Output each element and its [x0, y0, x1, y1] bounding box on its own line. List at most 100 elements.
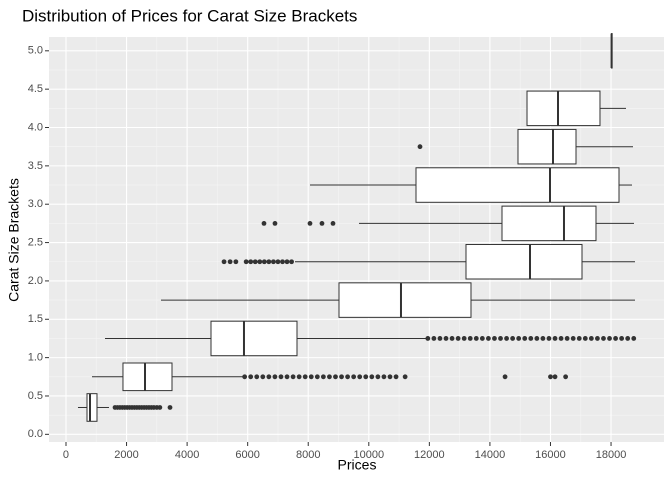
outlier	[504, 336, 509, 341]
outlier	[254, 374, 260, 380]
outlier	[319, 220, 325, 226]
outlier	[248, 374, 254, 380]
y-tick-label: 4.5	[28, 83, 43, 95]
x-tick-label: 4000	[175, 449, 199, 461]
outlier	[607, 336, 612, 341]
outlier	[473, 336, 479, 341]
outlier	[534, 336, 540, 341]
x-axis-title: Prices	[338, 457, 377, 473]
outlier	[492, 336, 497, 341]
outlier	[449, 336, 455, 341]
box	[415, 167, 620, 203]
outlier	[284, 259, 290, 265]
outlier	[461, 336, 467, 341]
outlier	[167, 405, 173, 410]
outlier	[278, 374, 284, 380]
outlier	[502, 374, 508, 380]
outlier	[510, 336, 516, 341]
outlier	[266, 259, 272, 265]
outlier	[307, 220, 313, 226]
outlier	[548, 374, 553, 380]
box	[86, 393, 98, 422]
outlier	[381, 374, 387, 380]
outlier	[528, 336, 534, 341]
outlier	[631, 336, 637, 341]
outlier	[261, 220, 267, 226]
outlier	[498, 336, 503, 341]
outlier	[558, 336, 564, 341]
outlier	[431, 336, 437, 341]
outlier	[425, 336, 431, 341]
box	[517, 128, 577, 165]
outlier	[393, 374, 399, 380]
outlier	[619, 336, 625, 341]
outlier	[221, 259, 227, 265]
outlier	[266, 374, 272, 380]
y-tick-label: 1.0	[28, 352, 43, 364]
outlier	[289, 259, 294, 265]
outlier	[327, 374, 332, 380]
outlier	[588, 336, 594, 341]
outlier	[625, 336, 631, 341]
outlier	[308, 374, 314, 380]
outlier	[582, 336, 588, 341]
outlier	[540, 336, 546, 341]
outlier	[479, 336, 485, 341]
x-tick-label: 8000	[296, 449, 320, 461]
outlier	[243, 259, 249, 265]
outlier	[563, 374, 569, 380]
outlier	[467, 336, 473, 341]
outlier	[369, 374, 375, 380]
x-tick-label: 0	[63, 449, 69, 461]
outlier	[280, 259, 285, 265]
outlier	[417, 144, 423, 150]
outlier	[339, 374, 344, 380]
box	[122, 362, 173, 392]
outlier	[576, 336, 582, 341]
outlier	[613, 336, 618, 341]
x-tick-label: 12000	[414, 449, 445, 461]
outlier	[275, 259, 281, 265]
y-tick-label: 0.5	[28, 390, 43, 402]
outlier	[272, 220, 278, 226]
outlier	[242, 374, 248, 380]
outlier	[516, 336, 522, 341]
outlier	[363, 374, 369, 380]
outlier	[486, 336, 491, 341]
y-tick-label: 3.0	[28, 198, 43, 210]
outlier	[564, 336, 570, 341]
outlier	[345, 374, 350, 380]
y-tick-label: 0.0	[28, 428, 43, 440]
outlier	[351, 374, 357, 380]
x-tick-label: 6000	[235, 449, 259, 461]
chart-title: Distribution of Prices for Carat Size Br…	[22, 6, 357, 25]
outlier	[284, 374, 290, 380]
y-tick-label: 3.5	[28, 160, 43, 172]
outlier	[320, 374, 326, 380]
outlier	[552, 336, 558, 341]
box	[210, 320, 298, 357]
outlier	[330, 220, 336, 226]
outlier	[261, 259, 267, 265]
x-tick-label: 14000	[475, 449, 506, 461]
box	[465, 243, 583, 280]
outlier	[233, 259, 239, 265]
outlier	[227, 259, 233, 265]
y-axis-title: Carat Size Brackets	[6, 178, 22, 302]
outlier	[601, 336, 606, 341]
outlier	[248, 259, 254, 265]
outlier	[252, 259, 258, 265]
box	[526, 90, 601, 127]
outlier	[570, 336, 576, 341]
outlier	[402, 374, 408, 380]
outlier	[595, 336, 600, 341]
outlier	[314, 374, 320, 380]
outlier	[260, 374, 266, 380]
outlier	[546, 336, 552, 341]
outlier	[157, 405, 163, 410]
outlier	[257, 259, 263, 265]
outlier	[296, 374, 302, 380]
outlier	[552, 374, 558, 380]
outlier	[375, 374, 381, 380]
